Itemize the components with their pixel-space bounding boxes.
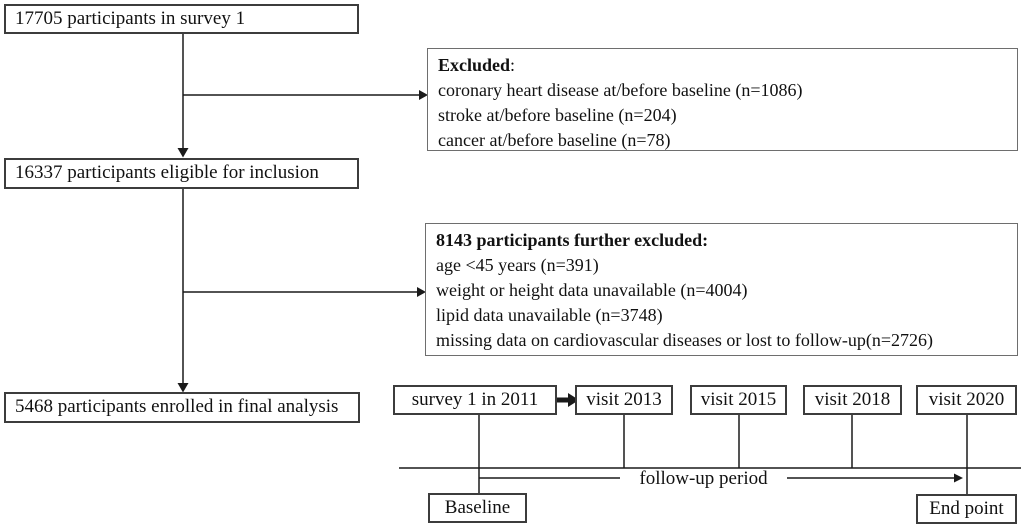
excluded-box-2: 8143 participants further excluded: age … xyxy=(425,223,1018,356)
excluded-2-item: weight or height data unavailable (n=400… xyxy=(436,280,748,300)
endpoint-box: End point xyxy=(916,494,1017,524)
timeline-box-visit-2018: visit 2018 xyxy=(803,385,902,415)
excluded-1-item: coronary heart disease at/before baselin… xyxy=(438,80,803,100)
baseline-label: Baseline xyxy=(444,496,511,518)
flow-box-final-analysis: 5468 participants enrolled in final anal… xyxy=(4,392,360,423)
endpoint-label: End point xyxy=(929,497,1004,519)
excluded-box-1: Excluded: coronary heart disease at/befo… xyxy=(427,48,1018,151)
excluded-1-heading: Excluded: xyxy=(438,55,516,75)
timeline-box-visit-2020: visit 2020 xyxy=(916,385,1017,415)
timeline-box-visit-2015-label: visit 2015 xyxy=(700,388,777,410)
baseline-box: Baseline xyxy=(428,493,527,523)
timeline-box-visit-2018-label: visit 2018 xyxy=(814,388,891,410)
excluded-2-item: missing data on cardiovascular diseases … xyxy=(436,330,934,350)
excluded-1-item: stroke at/before baseline (n=204) xyxy=(438,105,677,125)
flow-box-eligible-label: 16337 participants eligible for inclusio… xyxy=(15,162,319,184)
flow-box-final-analysis-label: 5468 participants enrolled in final anal… xyxy=(15,396,339,418)
excluded-2-heading: 8143 participants further excluded: xyxy=(436,230,709,250)
timeline-box-survey-2011-label: survey 1 in 2011 xyxy=(411,388,539,410)
arrowhead-down-eligible xyxy=(177,148,189,158)
excluded-2-item: age <45 years (n=391) xyxy=(436,255,599,275)
excluded-1-item: cancer at/before baseline (n=78) xyxy=(438,130,671,150)
excluded-2-item: lipid data unavailable (n=3748) xyxy=(436,305,663,325)
flow-box-survey1: 17705 participants in survey 1 xyxy=(4,4,359,34)
flow-box-eligible: 16337 participants eligible for inclusio… xyxy=(4,158,359,189)
arrowhead-followup xyxy=(954,473,963,483)
flow-box-survey1-label: 17705 participants in survey 1 xyxy=(15,7,246,29)
timeline-box-visit-2020-label: visit 2020 xyxy=(928,388,1005,410)
timeline-box-visit-2013: visit 2013 xyxy=(575,385,673,415)
followup-period-label: follow-up period xyxy=(639,468,768,489)
timeline-box-visit-2013-label: visit 2013 xyxy=(586,388,662,410)
timeline-box-visit-2015: visit 2015 xyxy=(690,385,787,415)
timeline-box-survey-2011: survey 1 in 2011 xyxy=(393,385,557,415)
